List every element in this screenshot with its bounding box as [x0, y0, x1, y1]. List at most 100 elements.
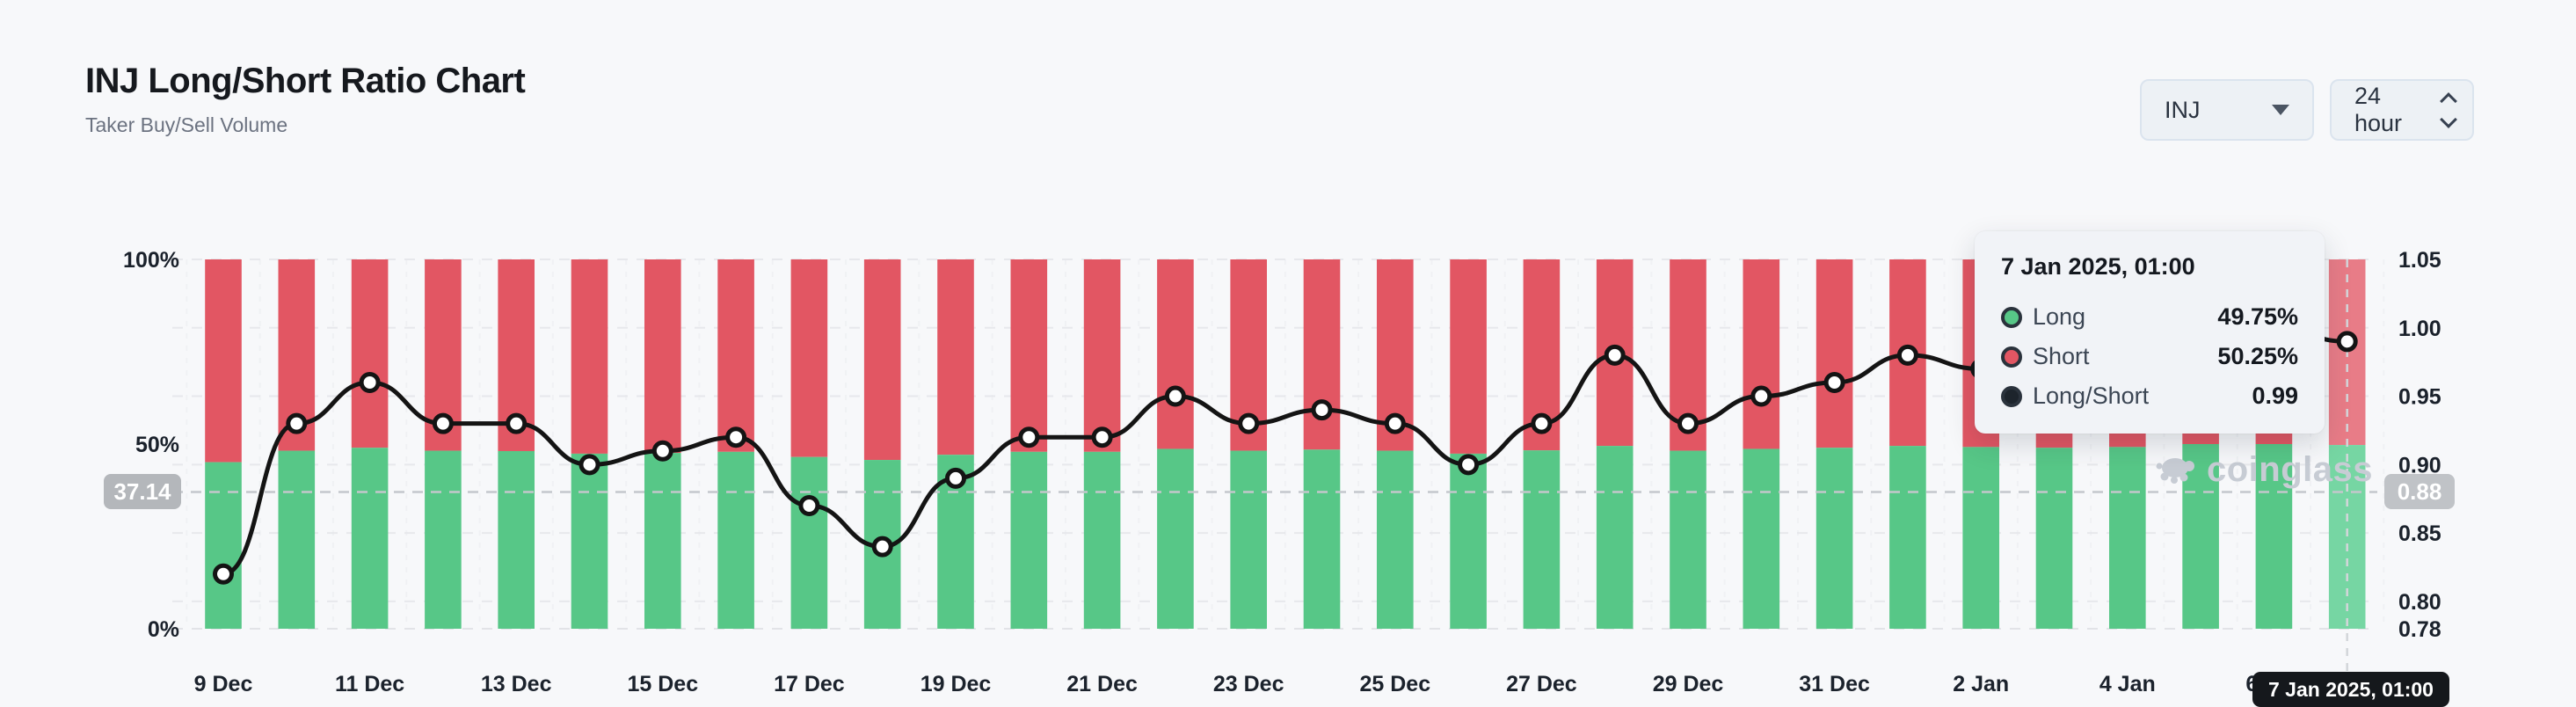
x-axis-tick: 27 Dec — [1506, 672, 1577, 696]
short-bar-22-Dec[interactable] — [1157, 259, 1194, 449]
ratio-point-14-Dec[interactable] — [579, 454, 600, 476]
short-bar-16-Dec[interactable] — [717, 259, 754, 452]
long-bar-1-Jan[interactable] — [1889, 446, 1926, 629]
short-bar-18-Dec[interactable] — [863, 259, 901, 461]
ratio-point-16-Dec[interactable] — [725, 426, 747, 448]
long-bar-5-Jan[interactable] — [2182, 444, 2219, 629]
series-dot-icon — [2001, 346, 2022, 368]
ratio-point-18-Dec[interactable] — [871, 536, 893, 558]
long-bar-2-Jan[interactable] — [1962, 447, 1999, 629]
short-bar-31-Dec[interactable] — [1816, 259, 1853, 448]
short-bar-9-Dec[interactable] — [205, 259, 242, 463]
long-bar-21-Dec[interactable] — [1083, 451, 1121, 629]
short-bar-21-Dec[interactable] — [1083, 259, 1121, 452]
tooltip-series-label: Short — [2033, 343, 2090, 369]
long-bar-12-Dec[interactable] — [425, 450, 462, 629]
long-bar-14-Dec[interactable] — [571, 453, 608, 629]
ratio-point-22-Dec[interactable] — [1164, 385, 1186, 407]
x-axis-tick: 15 Dec — [627, 672, 698, 696]
short-bar-15-Dec[interactable] — [644, 259, 681, 454]
caret-down-icon — [2272, 105, 2289, 115]
long-bar-26-Dec[interactable] — [1450, 453, 1487, 629]
symbol-select[interactable]: INJ — [2140, 79, 2314, 141]
ratio-point-20-Dec[interactable] — [1018, 426, 1040, 448]
left-axis-tick: 100% — [123, 248, 179, 273]
right-axis-tick: 0.80 — [2398, 590, 2441, 615]
ratio-point-24-Dec[interactable] — [1311, 399, 1333, 421]
ratio-point-7-Jan[interactable] — [2336, 331, 2358, 353]
short-bar-17-Dec[interactable] — [790, 259, 828, 457]
long-bar-29-Dec[interactable] — [1670, 450, 1706, 629]
interval-select-value: 24 hour — [2354, 83, 2403, 136]
ratio-point-30-Dec[interactable] — [1750, 385, 1772, 407]
ratio-point-12-Dec[interactable] — [432, 412, 454, 434]
long-bar-30-Dec[interactable] — [1743, 448, 1780, 629]
tooltip-series-label: Long — [2033, 303, 2086, 330]
short-bar-20-Dec[interactable] — [1010, 259, 1048, 452]
long-bar-11-Dec[interactable] — [351, 448, 389, 629]
page-subtitle: Taker Buy/Sell Volume — [85, 113, 288, 136]
ratio-point-9-Dec[interactable] — [213, 563, 234, 585]
x-axis-tick: 9 Dec — [194, 672, 253, 696]
interval-select[interactable]: 24 hour — [2330, 79, 2474, 141]
chart-controls: INJ 24 hour — [2140, 79, 2474, 141]
long-bar-10-Dec[interactable] — [278, 450, 316, 629]
right-axis-tick: 0.90 — [2398, 453, 2441, 477]
long-bar-16-Dec[interactable] — [717, 451, 754, 629]
long-bar-9-Dec[interactable] — [205, 462, 242, 629]
long-bar-13-Dec[interactable] — [498, 450, 535, 629]
long-bar-24-Dec[interactable] — [1303, 449, 1341, 629]
short-bar-24-Dec[interactable] — [1303, 259, 1341, 450]
tooltip-series-value: 0.99 — [2252, 383, 2298, 409]
long-bar-3-Jan[interactable] — [2035, 448, 2073, 629]
ratio-point-31-Dec[interactable] — [1823, 372, 1845, 393]
short-bar-26-Dec[interactable] — [1450, 259, 1487, 454]
long-bar-15-Dec[interactable] — [644, 453, 681, 629]
long-bar-23-Dec[interactable] — [1230, 450, 1267, 629]
ratio-point-28-Dec[interactable] — [1604, 344, 1626, 366]
ratio-point-29-Dec[interactable] — [1677, 412, 1699, 434]
tooltip-series-value: 50.25% — [2217, 343, 2298, 369]
short-bar-14-Dec[interactable] — [571, 259, 608, 454]
long-bar-22-Dec[interactable] — [1157, 448, 1194, 629]
x-axis-tick: 21 Dec — [1066, 672, 1138, 696]
ratio-point-11-Dec[interactable] — [359, 372, 381, 393]
ratio-point-21-Dec[interactable] — [1091, 426, 1113, 448]
x-axis-tick: 17 Dec — [774, 672, 845, 696]
ratio-point-23-Dec[interactable] — [1238, 412, 1260, 434]
ratio-point-25-Dec[interactable] — [1384, 412, 1406, 434]
symbol-select-value: INJ — [2165, 96, 2201, 123]
ratio-point-19-Dec[interactable] — [945, 467, 966, 489]
x-axis-tick: 23 Dec — [1213, 672, 1284, 696]
long-bar-25-Dec[interactable] — [1377, 450, 1414, 629]
short-bar-11-Dec[interactable] — [351, 259, 389, 448]
page-title: INJ Long/Short Ratio Chart — [85, 62, 526, 100]
right-axis-tick: 0.78 — [2398, 617, 2441, 642]
long-bar-4-Jan[interactable] — [2109, 447, 2146, 629]
y-axis-left-labels: 100% 50% 0% — [123, 248, 179, 642]
short-bar-30-Dec[interactable] — [1743, 259, 1780, 449]
right-axis-tick: 1.00 — [2398, 317, 2441, 341]
long-bar-27-Dec[interactable] — [1523, 450, 1561, 629]
ratio-point-27-Dec[interactable] — [1531, 412, 1553, 434]
long-bar-31-Dec[interactable] — [1816, 448, 1853, 629]
right-axis-tick: 1.05 — [2398, 248, 2441, 273]
ratio-point-26-Dec[interactable] — [1458, 454, 1480, 476]
long-bar-20-Dec[interactable] — [1010, 451, 1048, 629]
ratio-point-10-Dec[interactable] — [286, 412, 308, 434]
long-bar-28-Dec[interactable] — [1596, 446, 1634, 629]
long-bar-6-Jan[interactable] — [2255, 444, 2293, 629]
tooltip-row: Long/Short 0.99 — [2001, 383, 2298, 410]
tooltip-row: Long 49.75% — [2001, 303, 2298, 331]
ratio-point-1-Jan[interactable] — [1896, 344, 1918, 366]
tooltip-date: 7 Jan 2025, 01:00 — [2001, 253, 2195, 280]
ratio-point-17-Dec[interactable] — [798, 495, 820, 516]
x-axis-tick: 29 Dec — [1653, 672, 1724, 696]
ratio-point-13-Dec[interactable] — [506, 412, 528, 434]
chart-header: INJ Long/Short Ratio Chart Taker Buy/Sel… — [85, 62, 526, 137]
y-axis-right-labels: 1.05 1.00 0.95 0.90 0.85 0.800.78 — [2398, 248, 2441, 642]
short-bar-19-Dec[interactable] — [937, 259, 974, 456]
ratio-point-15-Dec[interactable] — [651, 440, 673, 462]
left-axis-tick: 0% — [148, 617, 179, 642]
long-bar-17-Dec[interactable] — [790, 456, 828, 629]
